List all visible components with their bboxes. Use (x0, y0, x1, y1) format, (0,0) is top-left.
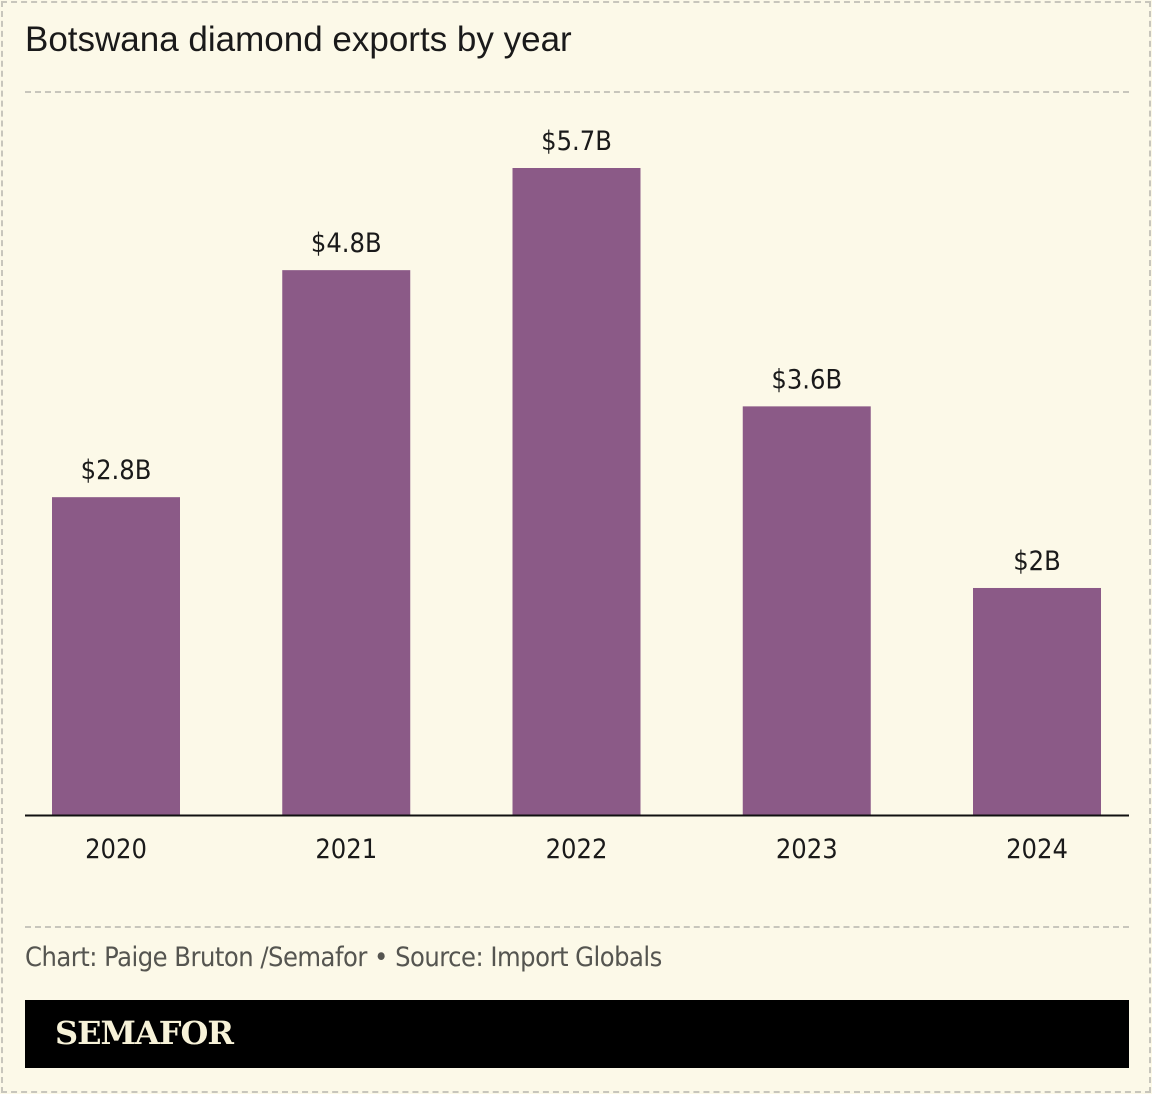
bar-2022 (512, 168, 641, 815)
x-tick-label: 2021 (315, 834, 377, 865)
data-label: $5.7B (541, 126, 612, 157)
data-label: $4.8B (311, 228, 382, 259)
bar-2020 (52, 497, 180, 815)
bar-2021 (282, 270, 411, 815)
divider (25, 91, 1129, 93)
x-tick-label: 2020 (85, 834, 147, 865)
semafor-logo: SEMAFOR (55, 1014, 234, 1052)
data-label: $2.8B (81, 455, 152, 486)
x-tick-label: 2023 (776, 834, 838, 865)
divider (25, 926, 1129, 928)
x-tick-label: 2022 (546, 834, 608, 865)
bar-chart: $2.8B 2020 $4.8B 2021 $5.7B 2022 $3.6B 2023 $2B 2… (25, 126, 1129, 865)
x-tick-label: 2024 (1006, 834, 1068, 865)
source-note: Chart: Paige Bruton /Semafor • Source: I… (25, 942, 662, 973)
bar-2024 (973, 587, 1101, 815)
logo-bar: SEMAFOR (25, 1000, 1129, 1068)
data-label: $2B (1013, 546, 1061, 577)
bar-2023 (742, 406, 871, 815)
chart-title: Botswana diamond exports by year (25, 20, 572, 59)
data-label: $3.6B (771, 364, 842, 395)
